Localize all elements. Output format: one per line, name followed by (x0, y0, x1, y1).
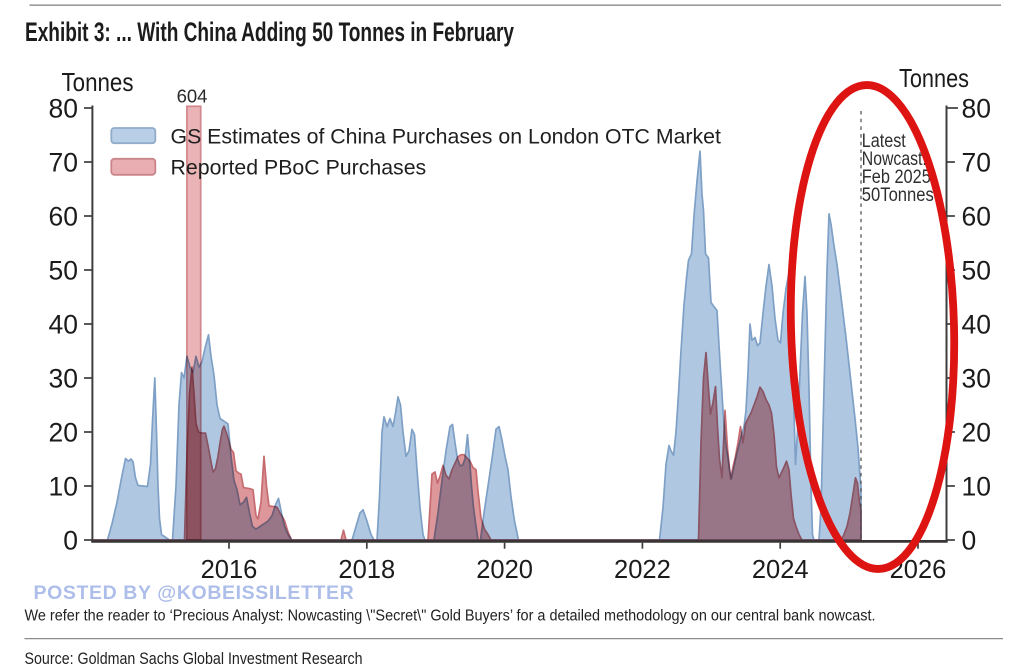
svg-text:2018: 2018 (338, 556, 395, 584)
svg-text:20: 20 (962, 418, 991, 448)
svg-text:40: 40 (49, 310, 78, 340)
svg-text:2024: 2024 (752, 556, 809, 584)
svg-text:Nowcast:: Nowcast: (862, 149, 927, 170)
svg-text:2020: 2020 (476, 556, 533, 584)
svg-text:We refer the reader to ‘Precio: We refer the reader to ‘Precious Analyst… (25, 608, 876, 625)
svg-text:80: 80 (49, 94, 78, 124)
svg-text:60: 60 (962, 202, 991, 232)
svg-text:50: 50 (962, 256, 991, 286)
svg-text:Exhibit 3: ... With China Addi: Exhibit 3: ... With China Adding 50 Tonn… (25, 17, 514, 47)
svg-text:70: 70 (49, 148, 78, 178)
svg-text:GS Estimates of China Purchase: GS Estimates of China Purchases on Londo… (171, 125, 722, 149)
svg-text:Tonnes: Tonnes (62, 67, 134, 97)
svg-text:Tonnes: Tonnes (899, 63, 969, 93)
svg-text:30: 30 (962, 364, 991, 394)
svg-text:70: 70 (962, 148, 991, 178)
svg-text:2016: 2016 (201, 556, 258, 584)
svg-text:604: 604 (177, 86, 208, 107)
svg-text:Source: Goldman Sachs Global I: Source: Goldman Sachs Global Investment … (25, 650, 363, 668)
svg-text:Feb 2025: Feb 2025 (862, 167, 931, 188)
svg-text:80: 80 (962, 94, 991, 124)
svg-text:Latest: Latest (862, 131, 907, 152)
svg-text:10: 10 (49, 472, 78, 502)
svg-text:Reported PBoC Purchases: Reported PBoC Purchases (171, 156, 427, 180)
svg-text:0: 0 (962, 526, 977, 556)
svg-text:50Tonnes: 50Tonnes (862, 185, 934, 206)
svg-text:20: 20 (49, 418, 78, 448)
svg-text:10: 10 (962, 472, 991, 502)
svg-text:50: 50 (49, 256, 78, 286)
svg-text:30: 30 (49, 364, 78, 394)
svg-text:0: 0 (63, 526, 78, 556)
svg-text:60: 60 (49, 202, 78, 232)
svg-text:POSTED BY @KOBEISSILETTER: POSTED BY @KOBEISSILETTER (34, 582, 355, 604)
svg-text:2022: 2022 (614, 556, 671, 584)
svg-text:40: 40 (962, 310, 991, 340)
